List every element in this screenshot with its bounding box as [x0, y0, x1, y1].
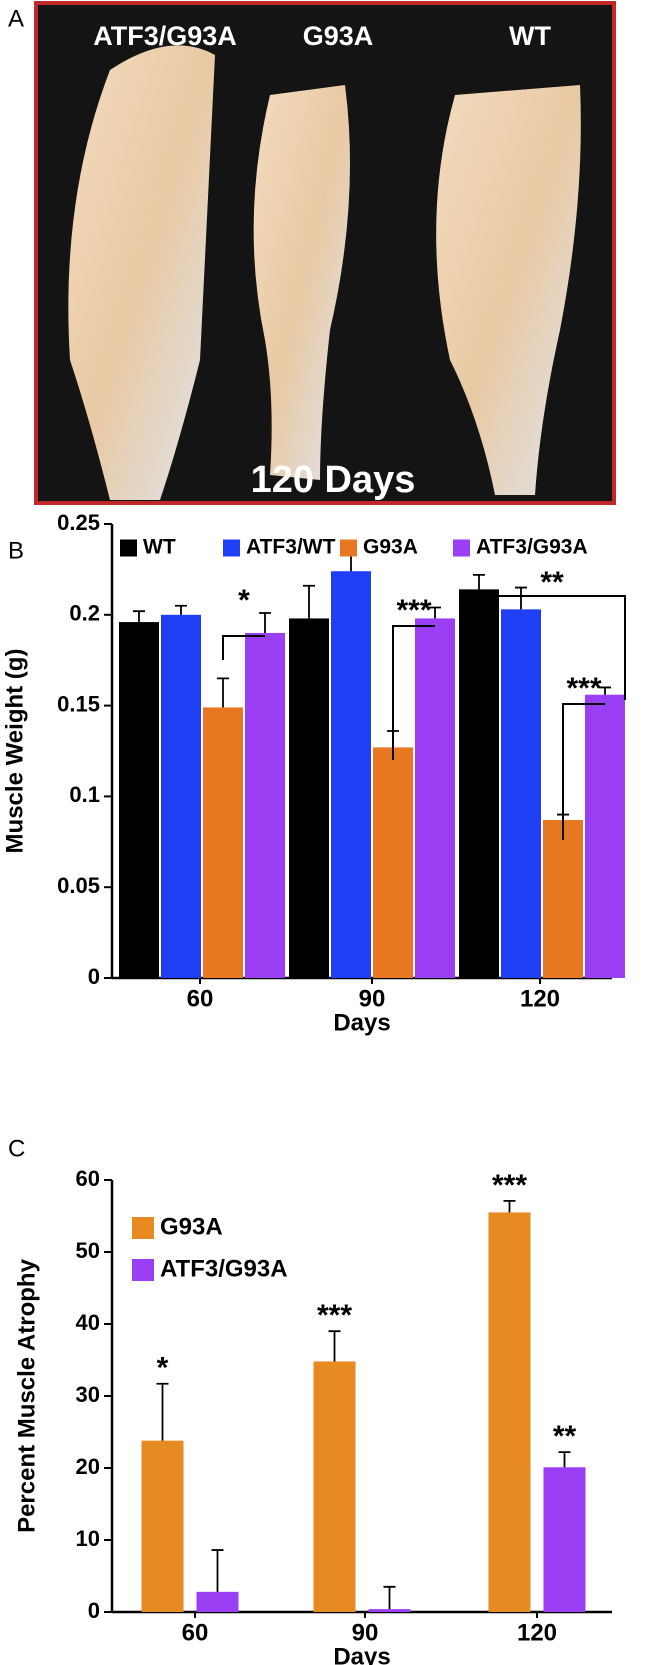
bracket [478, 595, 626, 700]
bar [488, 1212, 531, 1612]
y-tick-label: 0.25 [57, 510, 100, 535]
legend-label: ATF3/WT [246, 536, 336, 559]
bar [501, 609, 541, 978]
y-tick-label: 30 [76, 1382, 100, 1407]
bar [331, 571, 371, 978]
x-tick-label: 120 [520, 985, 560, 1012]
annotation: *** [492, 1169, 527, 1202]
bar [543, 1467, 586, 1612]
error-bar [133, 610, 145, 623]
y-tick-label: 0.05 [57, 873, 100, 898]
bracket [562, 703, 605, 840]
error-bar [345, 553, 357, 572]
bar [203, 707, 243, 978]
error-bar [156, 1382, 169, 1441]
legend-label: ATF3/G93A [476, 536, 588, 559]
legend-swatch [132, 1259, 154, 1281]
annotation: * [238, 584, 250, 617]
y-tick-label: 60 [76, 1166, 100, 1191]
x-tick-label: 60 [182, 1619, 209, 1646]
legend-label: G93A [363, 536, 418, 559]
bar [161, 614, 201, 978]
error-bar [303, 584, 315, 619]
error-bar [599, 686, 611, 695]
x-tick-label: 120 [517, 1619, 557, 1646]
muscle [436, 85, 581, 495]
y-tick-label: 40 [76, 1310, 100, 1335]
legend-swatch [453, 539, 470, 557]
y-tick-label: 0.2 [69, 601, 100, 626]
legend-swatch [120, 539, 137, 557]
bar [415, 618, 455, 978]
bar [585, 694, 625, 978]
y-tick-label: 10 [76, 1526, 100, 1551]
x-axis-label: Days [333, 1643, 390, 1665]
annotation: *** [396, 594, 431, 627]
y-tick-label: 0.1 [69, 782, 100, 807]
bar [459, 589, 499, 978]
error-bar [503, 1199, 516, 1213]
error-bar [175, 604, 187, 615]
y-tick-label: 0.15 [57, 691, 100, 716]
annotation: * [157, 1352, 169, 1385]
muscle [253, 85, 350, 480]
error-bar [429, 606, 441, 619]
y-axis-label: Muscle Weight (g) [1, 649, 28, 854]
legend-label: WT [143, 536, 176, 559]
photo-caption: 120 Days [251, 459, 416, 501]
annotation: ** [553, 1420, 577, 1453]
panel-label: A [8, 5, 24, 32]
y-axis-label: Percent Muscle Atrophy [13, 1258, 40, 1532]
x-tick-label: 60 [187, 985, 214, 1012]
legend-swatch [223, 539, 240, 557]
error-bar [515, 586, 527, 610]
muscle [68, 45, 215, 500]
photo-label: ATF3/G93A [93, 21, 237, 51]
legend-swatch [340, 539, 357, 557]
bar [119, 622, 159, 978]
error-bar [558, 1451, 571, 1468]
bar [196, 1591, 239, 1612]
bar [368, 1609, 411, 1612]
y-tick-label: 20 [76, 1454, 100, 1479]
y-tick-label: 50 [76, 1238, 100, 1263]
error-bar [383, 1585, 396, 1610]
error-bar [473, 573, 485, 590]
panel-label: C [8, 1135, 25, 1162]
x-tick-label: 90 [352, 1619, 379, 1646]
error-bar [259, 612, 271, 633]
photo-label: G93A [303, 21, 374, 51]
bar [289, 618, 329, 978]
annotation: *** [566, 672, 601, 705]
error-bar [328, 1330, 341, 1362]
photo-panel: A ATF3/G93A G93A WT 120 Days [8, 1, 616, 505]
legend-label: G93A [160, 1213, 223, 1240]
x-axis-label: Days [333, 1009, 390, 1036]
bar [141, 1440, 184, 1612]
bar [373, 747, 413, 978]
error-bar [217, 677, 229, 708]
bar [543, 820, 583, 978]
legend-swatch [132, 1217, 154, 1239]
x-tick-label: 90 [359, 985, 386, 1012]
panel-label: B [8, 537, 24, 564]
bracket [222, 635, 265, 660]
annotation: ** [540, 566, 564, 599]
annotation: *** [317, 1299, 352, 1332]
photo-label: WT [509, 21, 551, 51]
y-tick-label: 0 [88, 964, 100, 989]
error-bar [211, 1549, 224, 1592]
bar [245, 632, 285, 978]
bracket [392, 625, 435, 760]
bar [313, 1361, 356, 1612]
y-tick-label: 0 [88, 1598, 100, 1623]
legend-label: ATF3/G93A [160, 1255, 288, 1282]
